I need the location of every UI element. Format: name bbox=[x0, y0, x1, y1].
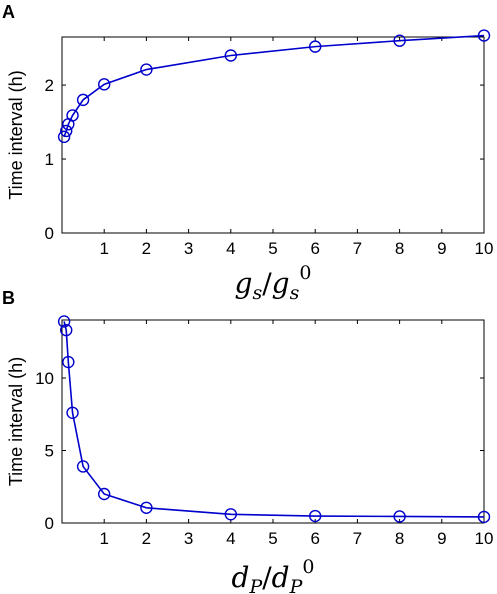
x-tick-label: 6 bbox=[310, 529, 319, 548]
data-point bbox=[66, 109, 79, 122]
x-tick-label: 5 bbox=[268, 529, 277, 548]
plot-frame bbox=[61, 36, 485, 234]
x-tick-label: 3 bbox=[184, 239, 193, 258]
y-tick-label: 5 bbox=[45, 442, 54, 461]
data-point bbox=[477, 510, 491, 524]
x-tick-label: 8 bbox=[395, 529, 404, 548]
x-tick-label: 7 bbox=[353, 239, 362, 258]
data-point bbox=[224, 508, 238, 521]
data-point bbox=[309, 509, 322, 523]
x-axis-label: dP/dP0 bbox=[232, 556, 315, 594]
x-tick-label: 2 bbox=[142, 239, 151, 258]
x-axis-label: gs/gs0 bbox=[235, 262, 312, 304]
x-tick-label: 10 bbox=[475, 239, 494, 258]
x-tick-label: 9 bbox=[437, 239, 446, 258]
x-tick-label: 10 bbox=[475, 529, 494, 548]
panel-letter: A bbox=[2, 2, 15, 22]
x-tick-label: 3 bbox=[184, 529, 193, 548]
x-tick-label: 4 bbox=[226, 239, 235, 258]
data-point bbox=[60, 124, 73, 138]
x-axis-label-part: g bbox=[235, 267, 253, 300]
y-tick-label: 0 bbox=[45, 514, 54, 533]
x-tick-label: 4 bbox=[226, 529, 235, 548]
plot-frame bbox=[61, 319, 485, 524]
x-axis-label-part: 0 bbox=[302, 556, 314, 578]
data-point bbox=[393, 34, 406, 47]
x-tick-label: 6 bbox=[310, 239, 319, 258]
data-point bbox=[309, 40, 322, 53]
data-point bbox=[57, 130, 71, 144]
y-axis-label: Time interval (h) bbox=[6, 70, 26, 199]
data-point bbox=[97, 487, 111, 501]
data-point bbox=[76, 93, 90, 107]
x-axis-label-part: 0 bbox=[299, 262, 311, 284]
panel-letter: B bbox=[2, 288, 15, 308]
data-point bbox=[477, 29, 491, 42]
data-point bbox=[60, 323, 73, 337]
data-point bbox=[224, 49, 238, 62]
x-axis-label-part: s bbox=[252, 282, 262, 304]
data-point bbox=[97, 78, 111, 91]
y-tick-label: 1 bbox=[45, 150, 54, 169]
x-tick-label: 1 bbox=[99, 529, 108, 548]
x-axis-label-part: P bbox=[248, 576, 263, 594]
x-axis-label-part: g bbox=[272, 267, 290, 300]
y-tick-label: 0 bbox=[45, 224, 54, 243]
series-line bbox=[63, 321, 485, 518]
data-point bbox=[66, 406, 79, 419]
data-point bbox=[393, 510, 406, 523]
x-axis-label-part: / bbox=[262, 561, 272, 594]
x-axis-label-part: / bbox=[262, 267, 272, 300]
data-point bbox=[140, 63, 153, 76]
x-tick-label: 7 bbox=[353, 529, 362, 548]
data-point bbox=[76, 460, 90, 473]
x-axis-label-part: d bbox=[272, 561, 290, 594]
x-axis-label-part: P bbox=[289, 576, 304, 594]
x-tick-label: 2 bbox=[142, 529, 151, 548]
x-tick-label: 9 bbox=[437, 529, 446, 548]
x-tick-label: 5 bbox=[268, 239, 277, 258]
series-line bbox=[63, 34, 485, 138]
y-tick-label: 2 bbox=[45, 76, 54, 95]
x-axis-label-part: s bbox=[290, 282, 300, 304]
x-tick-label: 1 bbox=[99, 239, 108, 258]
y-axis-label: Time interval (h) bbox=[6, 357, 26, 486]
data-point bbox=[62, 355, 75, 369]
x-axis-label-part: d bbox=[232, 561, 250, 594]
data-point bbox=[140, 501, 153, 514]
data-point bbox=[57, 315, 71, 328]
y-tick-label: 10 bbox=[35, 369, 54, 388]
x-tick-label: 8 bbox=[395, 239, 404, 258]
